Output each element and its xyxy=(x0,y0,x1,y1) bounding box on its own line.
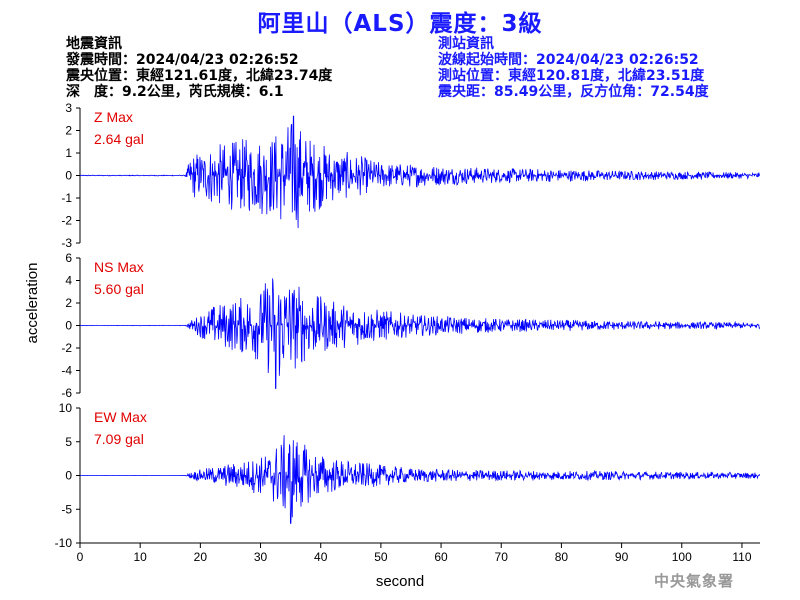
y-tick-label: 10 xyxy=(59,401,73,415)
y-tick-label: -5 xyxy=(61,502,72,516)
x-tick-label: 70 xyxy=(495,550,509,564)
y-tick-label: 0 xyxy=(65,469,72,483)
x-tick-label: 0 xyxy=(77,550,84,564)
y-tick-label: -6 xyxy=(61,386,72,400)
max-value-z: 2.64 gal xyxy=(94,131,144,147)
waveform-ew xyxy=(79,435,761,524)
y-tick-label: 4 xyxy=(65,274,72,288)
max-label-ns: NS Max xyxy=(94,259,144,275)
y-tick-label: 2 xyxy=(65,124,72,138)
y-tick-label: 1 xyxy=(65,146,72,160)
waveform-z xyxy=(79,115,761,229)
y-tick-label: 0 xyxy=(65,169,72,183)
waveform-ns xyxy=(79,278,761,389)
y-tick-label: 2 xyxy=(65,296,72,310)
y-tick-label: -1 xyxy=(61,191,72,205)
y-tick-label: -2 xyxy=(61,214,72,228)
agency-watermark: 中央氣象署 xyxy=(654,572,735,590)
x-tick-label: 110 xyxy=(732,550,751,564)
station-info-heading: 測站資訊 xyxy=(438,36,494,52)
station-info-block: 測站資訊 波線起始時間：2024/04/23 02:26:52 測站位置：東經1… xyxy=(438,36,709,100)
y-axis-label: acceleration xyxy=(24,263,41,344)
epicentral-distance: 震央距：85.49公里，反方位角：72.54度 xyxy=(438,84,709,100)
x-tick-label: 50 xyxy=(374,550,388,564)
max-value-ew: 7.09 gal xyxy=(94,431,144,447)
x-tick-label: 20 xyxy=(194,550,208,564)
depth-magnitude: 深 度：9.2公里，芮氏規模：6.1 xyxy=(66,84,284,100)
y-tick-label: -10 xyxy=(55,536,73,550)
y-tick-label: -3 xyxy=(61,236,72,250)
max-label-z: Z Max xyxy=(94,109,133,125)
x-tick-label: 40 xyxy=(314,550,328,564)
waveform-start-time: 波線起始時間：2024/04/23 02:26:52 xyxy=(438,52,699,68)
y-tick-label: -2 xyxy=(61,341,72,355)
y-tick-label: 6 xyxy=(65,251,72,265)
y-tick-label: -4 xyxy=(61,364,72,378)
x-tick-label: 30 xyxy=(254,550,268,564)
max-value-ns: 5.60 gal xyxy=(94,281,144,297)
station-location: 測站位置：東經120.81度，北緯23.51度 xyxy=(438,68,705,84)
x-axis-label: second xyxy=(376,573,424,590)
epicenter-location: 震央位置：東經121.61度，北緯23.74度 xyxy=(66,68,333,84)
max-label-ew: EW Max xyxy=(94,409,147,425)
x-tick-label: 10 xyxy=(133,550,147,564)
earthquake-info-block: 地震資訊 發震時間：2024/04/23 02:26:52 震央位置：東經121… xyxy=(66,36,332,100)
x-tick-label: 90 xyxy=(615,550,629,564)
y-tick-label: 0 xyxy=(65,319,72,333)
x-tick-label: 60 xyxy=(434,550,448,564)
y-tick-label: 3 xyxy=(65,101,72,115)
chart-title: 阿里山（ALS）震度：3級 xyxy=(257,11,543,37)
x-tick-label: 100 xyxy=(672,550,692,564)
origin-time: 發震時間：2024/04/23 02:26:52 xyxy=(66,52,299,68)
y-tick-label: 5 xyxy=(65,435,72,449)
earthquake-info-heading: 地震資訊 xyxy=(66,36,122,52)
x-tick-label: 80 xyxy=(555,550,569,564)
